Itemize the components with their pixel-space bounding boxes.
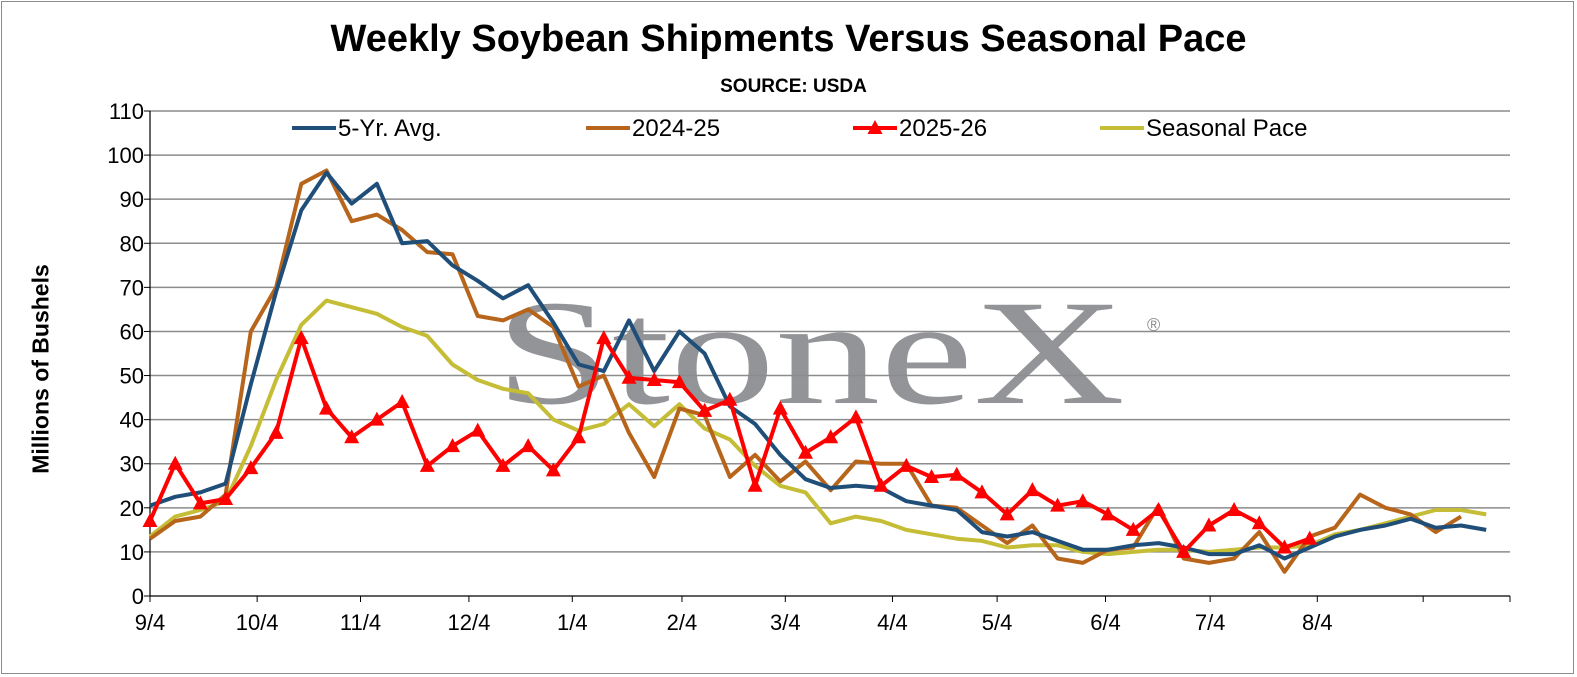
stonex-watermark: StoneX ® — [495, 270, 1160, 436]
gridlines — [150, 110, 1510, 553]
data-point — [1251, 515, 1267, 530]
data-point — [369, 411, 385, 426]
data-point — [722, 391, 738, 406]
data-point — [495, 457, 511, 472]
y-tick-label: 10 — [120, 540, 144, 565]
data-point — [192, 495, 208, 510]
x-tick-label: 10/4 — [236, 610, 279, 635]
legend-item: Seasonal Pace — [1100, 115, 1307, 142]
series-line — [149, 170, 1487, 561]
y-tick-label: 110 — [109, 99, 144, 124]
y-tick-label: 80 — [120, 231, 144, 256]
x-tick-label: 11/4 — [340, 610, 381, 635]
data-point — [646, 371, 662, 386]
y-tick-label: 90 — [120, 187, 144, 212]
legend-item: 2024-25 — [586, 115, 720, 142]
data-point — [924, 468, 940, 483]
data-point — [520, 438, 536, 453]
data-point — [999, 506, 1015, 521]
data-point — [167, 455, 183, 470]
x-tick-label: 5/4 — [982, 610, 1013, 635]
data-point — [1201, 517, 1217, 532]
x-tick-label: 6/4 — [1090, 610, 1121, 635]
legend-label: 2024-25 — [632, 115, 720, 142]
data-point — [1176, 543, 1192, 558]
data-point — [1024, 482, 1040, 497]
data-point — [445, 438, 461, 453]
data-point — [596, 330, 612, 345]
data-point — [142, 513, 158, 528]
legend-item: 5-Yr. Avg. — [292, 115, 442, 142]
x-tick-label: 7/4 — [1195, 610, 1226, 635]
data-point — [1277, 539, 1293, 554]
data-point — [344, 429, 360, 444]
data-point — [1100, 506, 1116, 521]
data-point — [1150, 502, 1166, 517]
y-tick-label: 50 — [120, 364, 144, 389]
x-tick-label: 12/4 — [448, 610, 491, 635]
axes: 0 10 20 30 40 50 60 70 80 90 100 110 9/4 10/4 11/4 12/4… — [107, 99, 1511, 635]
data-point — [823, 429, 839, 444]
legend-item: 2025-26 — [853, 115, 987, 142]
y-tick-label: 20 — [120, 496, 144, 521]
y-tick-label: 60 — [120, 319, 144, 344]
data-point — [1125, 521, 1141, 536]
y-tick-label: 30 — [120, 452, 144, 477]
data-point — [470, 422, 486, 437]
data-point — [697, 402, 713, 417]
x-tick-label: 8/4 — [1302, 610, 1333, 635]
data-point — [268, 424, 284, 439]
data-point — [671, 374, 687, 389]
legend: 5-Yr. Avg. 2024-25 2025-26 Seasonal Pace — [292, 115, 1307, 142]
legend-label: 2025-26 — [899, 115, 987, 142]
data-point — [1302, 530, 1318, 545]
y-tick-label: 40 — [120, 408, 144, 433]
watermark-text: StoneX — [495, 270, 1125, 436]
series-layer — [142, 168, 1487, 574]
data-point — [293, 330, 309, 345]
series-2025-26 — [142, 330, 1318, 558]
legend-label: Seasonal Pace — [1146, 115, 1307, 142]
data-point — [772, 400, 788, 415]
legend-marker — [867, 120, 883, 134]
data-point — [848, 409, 864, 424]
y-tick-label: 70 — [120, 275, 144, 300]
x-tick-label: 2/4 — [667, 610, 698, 635]
data-point — [218, 491, 234, 505]
data-point — [394, 394, 410, 408]
x-tick-label: 9/4 — [135, 610, 166, 635]
x-tick-label: 4/4 — [877, 610, 908, 635]
data-point — [571, 429, 587, 444]
data-point — [1075, 493, 1091, 508]
series-5-yr-avg — [149, 170, 1487, 561]
data-point — [797, 444, 813, 459]
y-tick-label: 0 — [132, 584, 144, 609]
y-tick-label: 100 — [107, 143, 144, 168]
data-point — [949, 466, 965, 481]
chart-title: Weekly Soybean Shipments Versus Seasonal… — [330, 18, 1247, 60]
data-point — [974, 484, 990, 499]
data-point — [1226, 502, 1242, 517]
data-point — [419, 457, 435, 472]
data-point — [873, 477, 889, 492]
x-tick-label: 1/4 — [557, 610, 588, 635]
data-point — [1050, 497, 1066, 512]
chart-subtitle: SOURCE: USDA — [720, 76, 867, 97]
data-point — [747, 477, 763, 492]
data-point — [318, 400, 334, 415]
watermark-registered-mark: ® — [1147, 315, 1160, 335]
legend-label: 5-Yr. Avg. — [338, 115, 442, 142]
data-point — [243, 460, 259, 475]
data-point — [621, 369, 637, 384]
x-tick-label: 3/4 — [770, 610, 801, 635]
data-point — [545, 462, 561, 477]
data-point — [898, 457, 914, 472]
